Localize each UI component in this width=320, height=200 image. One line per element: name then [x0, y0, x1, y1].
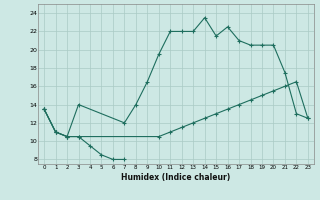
X-axis label: Humidex (Indice chaleur): Humidex (Indice chaleur) — [121, 173, 231, 182]
